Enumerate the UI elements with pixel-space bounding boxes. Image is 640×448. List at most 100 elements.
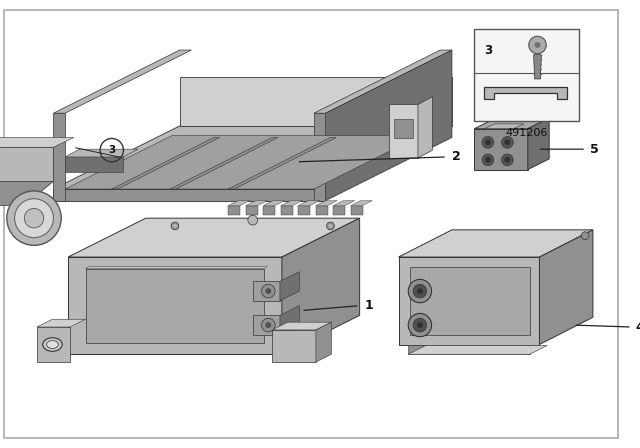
Polygon shape [281,201,302,206]
Polygon shape [86,269,264,343]
Polygon shape [399,257,540,345]
Polygon shape [68,257,282,354]
Circle shape [534,42,540,48]
Polygon shape [272,330,316,362]
Polygon shape [474,29,579,121]
Text: 2: 2 [452,151,461,164]
Polygon shape [316,322,332,362]
Polygon shape [0,147,54,181]
Circle shape [24,208,44,228]
Polygon shape [388,104,418,158]
Polygon shape [298,206,310,215]
Text: 3: 3 [484,44,492,57]
Circle shape [173,224,177,228]
Polygon shape [474,118,549,129]
Text: 4: 4 [636,320,640,333]
Polygon shape [264,201,285,206]
Circle shape [529,36,547,54]
Polygon shape [86,267,268,269]
Polygon shape [333,201,355,206]
Circle shape [15,199,54,237]
Polygon shape [281,206,292,215]
Circle shape [504,157,510,163]
Polygon shape [282,218,360,354]
Circle shape [262,318,275,332]
Polygon shape [351,201,372,206]
Polygon shape [272,322,332,330]
Circle shape [408,314,431,337]
Polygon shape [484,124,524,129]
Text: 1: 1 [365,299,373,312]
Polygon shape [316,206,328,215]
Circle shape [248,215,257,225]
Circle shape [504,139,510,145]
Polygon shape [0,181,54,206]
Polygon shape [540,230,593,345]
Polygon shape [54,113,65,201]
Polygon shape [65,136,421,189]
Polygon shape [37,327,70,362]
Circle shape [502,154,513,166]
Polygon shape [228,138,336,189]
Polygon shape [228,206,240,215]
Polygon shape [484,87,566,99]
Circle shape [482,154,494,166]
Polygon shape [180,77,452,126]
Polygon shape [314,113,326,201]
Polygon shape [54,126,452,189]
Circle shape [328,224,332,228]
Circle shape [7,191,61,246]
Text: 491206: 491206 [506,128,548,138]
Polygon shape [408,345,547,354]
Circle shape [482,137,494,148]
Text: 5: 5 [590,142,599,155]
Polygon shape [534,55,541,79]
Polygon shape [408,345,530,354]
Polygon shape [351,206,362,215]
Polygon shape [0,138,74,147]
Polygon shape [253,281,280,301]
Circle shape [485,157,491,163]
Circle shape [326,222,334,230]
Polygon shape [399,230,593,257]
Polygon shape [54,189,326,201]
Polygon shape [314,50,452,113]
Polygon shape [333,206,345,215]
Circle shape [417,288,423,294]
Circle shape [581,232,589,240]
Polygon shape [474,129,528,170]
Circle shape [485,139,491,145]
Polygon shape [528,118,549,170]
Polygon shape [280,271,300,301]
Polygon shape [65,149,138,157]
Polygon shape [394,119,413,138]
Text: 3: 3 [108,145,115,155]
Polygon shape [410,267,530,335]
Ellipse shape [47,340,58,349]
Polygon shape [68,218,360,257]
Polygon shape [298,201,320,206]
Circle shape [262,284,275,298]
Polygon shape [170,138,278,189]
Circle shape [408,280,431,303]
Polygon shape [253,315,280,335]
Circle shape [417,322,423,328]
Circle shape [413,318,427,332]
Ellipse shape [43,338,62,351]
Polygon shape [246,206,257,215]
Polygon shape [280,306,300,335]
Polygon shape [264,206,275,215]
Polygon shape [54,50,191,113]
Polygon shape [316,201,337,206]
Polygon shape [326,50,452,201]
Polygon shape [37,319,86,327]
Circle shape [502,137,513,148]
Polygon shape [418,97,433,158]
Circle shape [413,284,427,298]
Circle shape [171,222,179,230]
Polygon shape [112,138,220,189]
Polygon shape [228,201,250,206]
Circle shape [266,288,271,294]
Polygon shape [246,201,268,206]
Circle shape [266,322,271,328]
